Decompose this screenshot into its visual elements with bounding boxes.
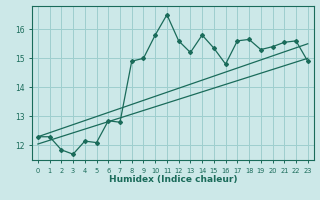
X-axis label: Humidex (Indice chaleur): Humidex (Indice chaleur) bbox=[108, 175, 237, 184]
